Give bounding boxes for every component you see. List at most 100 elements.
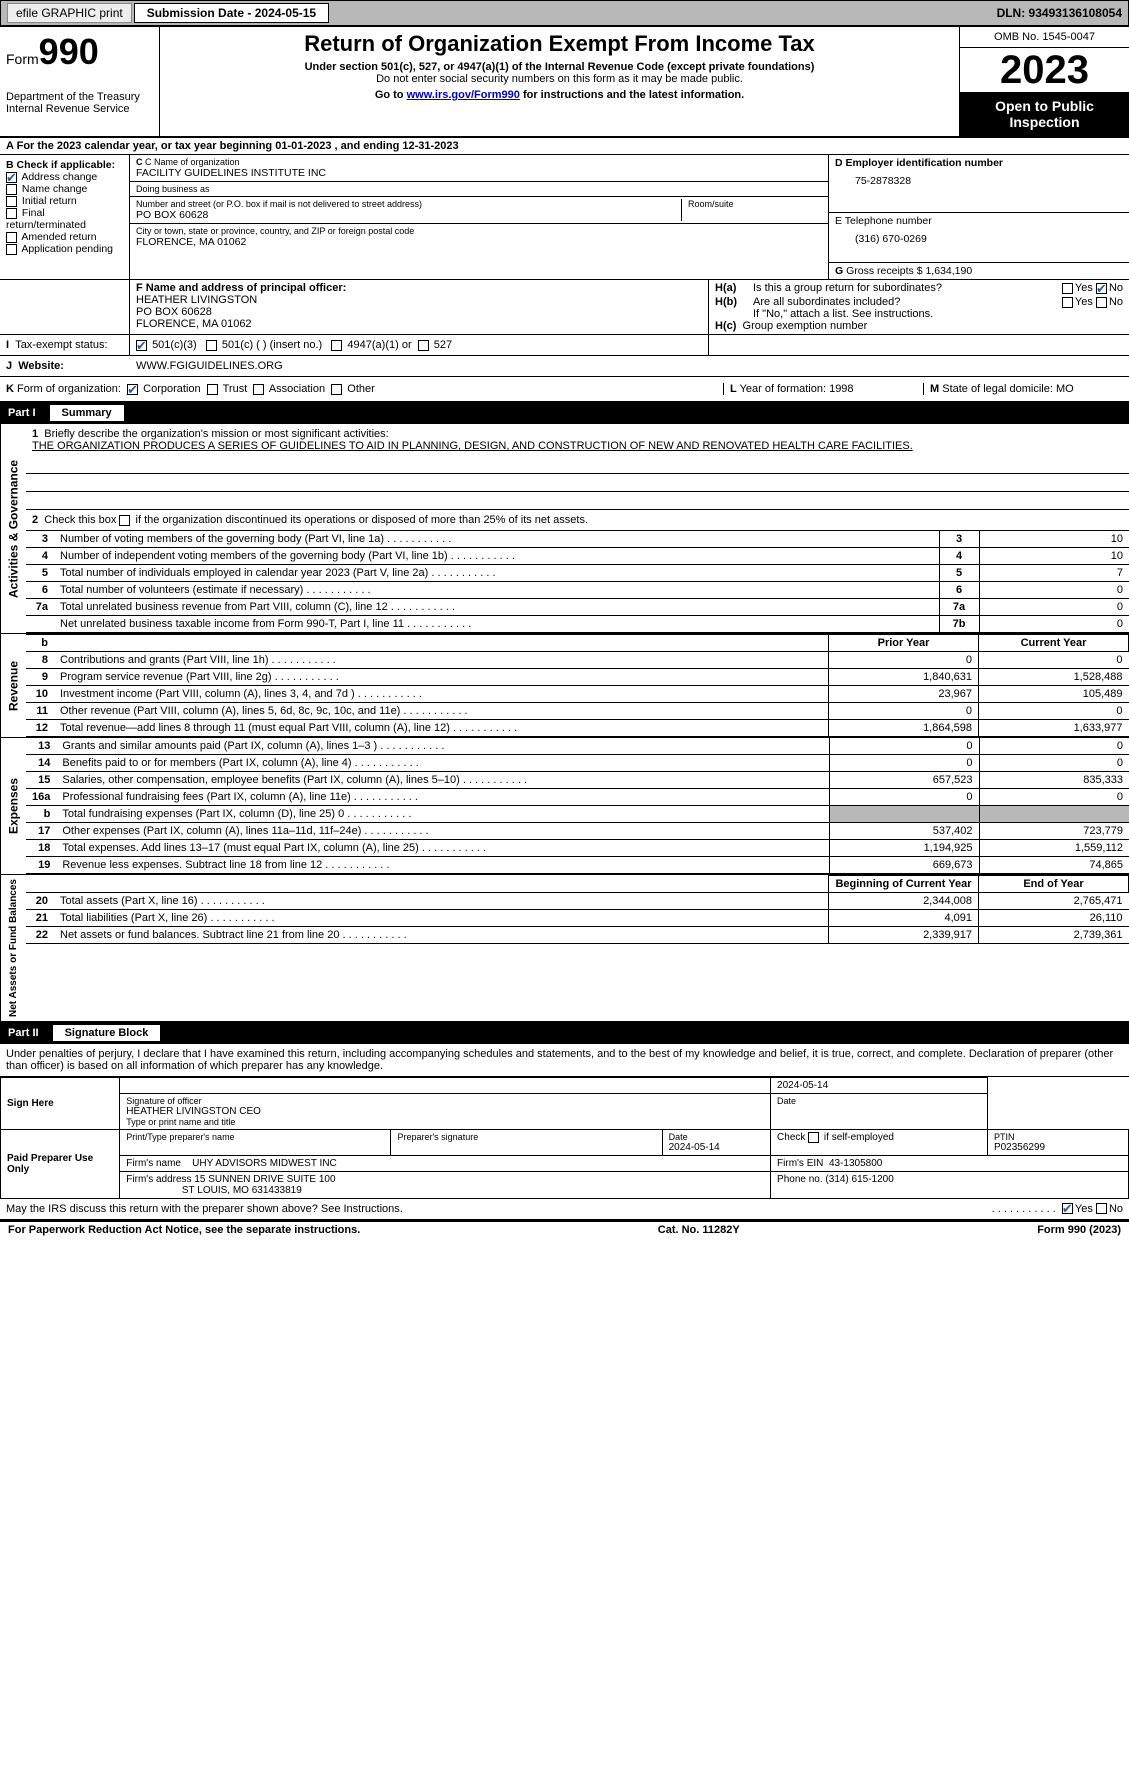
- prep-date-label: Date: [669, 1132, 764, 1142]
- room-label: Room/suite: [688, 199, 822, 209]
- check-option[interactable]: [6, 244, 17, 255]
- trust-checkbox[interactable]: [207, 384, 218, 395]
- j-label: J: [6, 360, 12, 372]
- check-option[interactable]: [6, 232, 17, 243]
- discuss-no-checkbox[interactable]: [1096, 1203, 1107, 1214]
- hb-yes-checkbox[interactable]: [1062, 297, 1073, 308]
- officer-label: F Name and address of principal officer:: [136, 282, 702, 294]
- form-subtitle: Under section 501(c), 527, or 4947(a)(1)…: [168, 61, 951, 73]
- city-value: FLORENCE, MA 01062: [136, 236, 822, 248]
- line-a-text: For the 2023 calendar year, or tax year …: [17, 140, 459, 152]
- check-option[interactable]: [6, 196, 17, 207]
- firm-ein: 43-1305800: [829, 1158, 882, 1169]
- rev-vlabel: Revenue: [0, 634, 26, 737]
- officer-group-block: F Name and address of principal officer:…: [0, 280, 1129, 335]
- goto-prefix: Go to: [375, 89, 407, 101]
- paid-preparer-label: Paid Preparer Use Only: [1, 1130, 120, 1199]
- hc-text: Group exemption number: [743, 320, 868, 332]
- org-info-block: B Check if applicable: Address change Na…: [0, 155, 1129, 280]
- top-toolbar: efile GRAPHIC print Submission Date - 20…: [0, 0, 1129, 26]
- check-option[interactable]: [6, 172, 17, 183]
- perjury-declaration: Under penalties of perjury, I declare th…: [0, 1044, 1129, 1077]
- officer-signature-name: HEATHER LIVINGSTON CEO: [126, 1106, 764, 1117]
- discuss-row: May the IRS discuss this return with the…: [0, 1199, 1129, 1220]
- hb-note: If "No," attach a list. See instructions…: [715, 308, 1123, 320]
- discuss-text: May the IRS discuss this return with the…: [6, 1203, 992, 1215]
- 501c3-checkbox[interactable]: [136, 340, 147, 351]
- dept-treasury: Department of the Treasury Internal Reve…: [6, 91, 153, 115]
- submission-date: Submission Date - 2024-05-15: [134, 3, 329, 23]
- firm-name: UHY ADVISORS MIDWEST INC: [192, 1158, 337, 1169]
- discuss-yes-checkbox[interactable]: [1062, 1203, 1073, 1214]
- form-org-label: Form of organization:: [17, 383, 121, 395]
- sig-date: 2024-05-14: [777, 1080, 828, 1091]
- form-number: 990: [39, 31, 99, 72]
- 501c-label: 501(c) ( ) (insert no.): [222, 339, 322, 351]
- form-org-row: K Form of organization: Corporation Trus…: [0, 377, 1129, 402]
- 501c-checkbox[interactable]: [206, 340, 217, 351]
- self-emp-checkbox[interactable]: [808, 1132, 819, 1143]
- ptin-label: PTIN: [994, 1132, 1122, 1142]
- net-vlabel: Net Assets or Fund Balances: [0, 875, 26, 1021]
- assoc-checkbox[interactable]: [253, 384, 264, 395]
- officer-addr1: PO BOX 60628: [136, 306, 702, 318]
- yes-label: Yes: [1075, 296, 1093, 308]
- ha-label: H(a): [715, 282, 753, 294]
- 4947-checkbox[interactable]: [331, 340, 342, 351]
- firm-phone: (314) 615-1200: [825, 1174, 893, 1185]
- form-word: Form: [6, 51, 39, 67]
- part1-label: Part I: [8, 407, 46, 419]
- ptin-value: P02356299: [994, 1142, 1045, 1153]
- no-label: No: [1109, 1203, 1123, 1215]
- open-public-badge: Open to Public Inspection: [960, 92, 1129, 136]
- corp-checkbox[interactable]: [127, 384, 138, 395]
- dln-label: DLN: 93493136108054: [997, 6, 1122, 20]
- ein-value: 75-2878328: [835, 175, 1123, 187]
- firm-ein-label: Firm's EIN: [777, 1158, 823, 1169]
- date-label: Date: [777, 1096, 981, 1106]
- k-label: K: [6, 383, 14, 395]
- ha-text: Is this a group return for subordinates?: [753, 282, 1062, 294]
- yes-label: Yes: [1075, 282, 1093, 294]
- part2-title: Signature Block: [53, 1025, 161, 1041]
- 501c3-label: 501(c)(3): [152, 339, 197, 351]
- 527-checkbox[interactable]: [418, 340, 429, 351]
- sig-officer-label: Signature of officer: [126, 1096, 764, 1106]
- phone-value: (316) 670-0269: [835, 233, 1123, 245]
- irs-link[interactable]: www.irs.gov/Form990: [407, 89, 520, 101]
- website-label: Website:: [18, 360, 64, 372]
- tax-status-row: I Tax-exempt status: 501(c)(3) 501(c) ( …: [0, 335, 1129, 356]
- part1-header: Part I Summary: [0, 402, 1129, 424]
- hb-no-checkbox[interactable]: [1096, 297, 1107, 308]
- state-domicile: State of legal domicile: MO: [942, 383, 1073, 395]
- ha-no-checkbox[interactable]: [1096, 283, 1107, 294]
- city-label: City or town, state or province, country…: [136, 226, 822, 236]
- form-footer: Form 990 (2023): [1037, 1224, 1121, 1236]
- form-header: Form990 Department of the Treasury Inter…: [0, 26, 1129, 136]
- q2-checkbox[interactable]: [119, 515, 130, 526]
- efile-print-button[interactable]: efile GRAPHIC print: [7, 3, 132, 23]
- hc-label: H(c): [715, 320, 736, 332]
- year-formation: Year of formation: 1998: [740, 383, 854, 395]
- gross-receipts-value: 1,634,190: [925, 265, 972, 277]
- other-checkbox[interactable]: [331, 384, 342, 395]
- omb-number: OMB No. 1545-0047: [960, 27, 1129, 48]
- 527-label: 527: [434, 339, 452, 351]
- q2-text: Check this box if the organization disco…: [44, 514, 588, 526]
- ein-label: D Employer identification number: [835, 157, 1123, 169]
- hb-text: Are all subordinates included?: [753, 296, 1062, 308]
- other-label: Other: [347, 383, 375, 395]
- firm-addr-label: Firm's address: [126, 1174, 191, 1185]
- check-option[interactable]: [6, 184, 17, 195]
- i-label: I: [6, 339, 9, 351]
- 4947-label: 4947(a)(1) or: [347, 339, 411, 351]
- ssn-note: Do not enter social security numbers on …: [168, 73, 951, 85]
- gov-vlabel: Activities & Governance: [0, 424, 26, 633]
- form-title: Return of Organization Exempt From Incom…: [168, 31, 951, 57]
- part2-header: Part II Signature Block: [0, 1022, 1129, 1044]
- ha-yes-checkbox[interactable]: [1062, 283, 1073, 294]
- gov-table: 3Number of voting members of the governi…: [26, 531, 1129, 633]
- officer-name: HEATHER LIVINGSTON: [136, 294, 702, 306]
- check-option[interactable]: [6, 208, 17, 219]
- check-applicable: B Check if applicable: Address change Na…: [0, 155, 130, 279]
